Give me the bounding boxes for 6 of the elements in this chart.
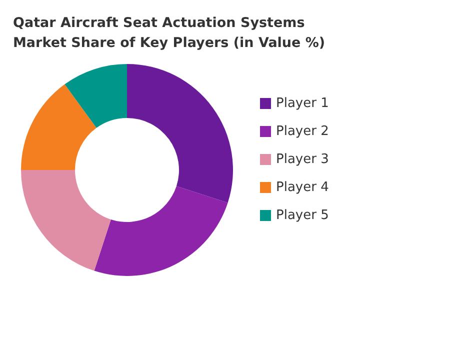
legend-label: Player 2: [276, 124, 329, 139]
legend-label: Player 5: [276, 208, 329, 223]
legend-label: Player 4: [276, 180, 329, 195]
chart-title: Qatar Aircraft Seat Actuation Systems Market Share of Key Players (in Value %): [13, 15, 326, 51]
legend-label: Player 1: [276, 96, 329, 111]
legend-label: Player 3: [276, 152, 329, 167]
